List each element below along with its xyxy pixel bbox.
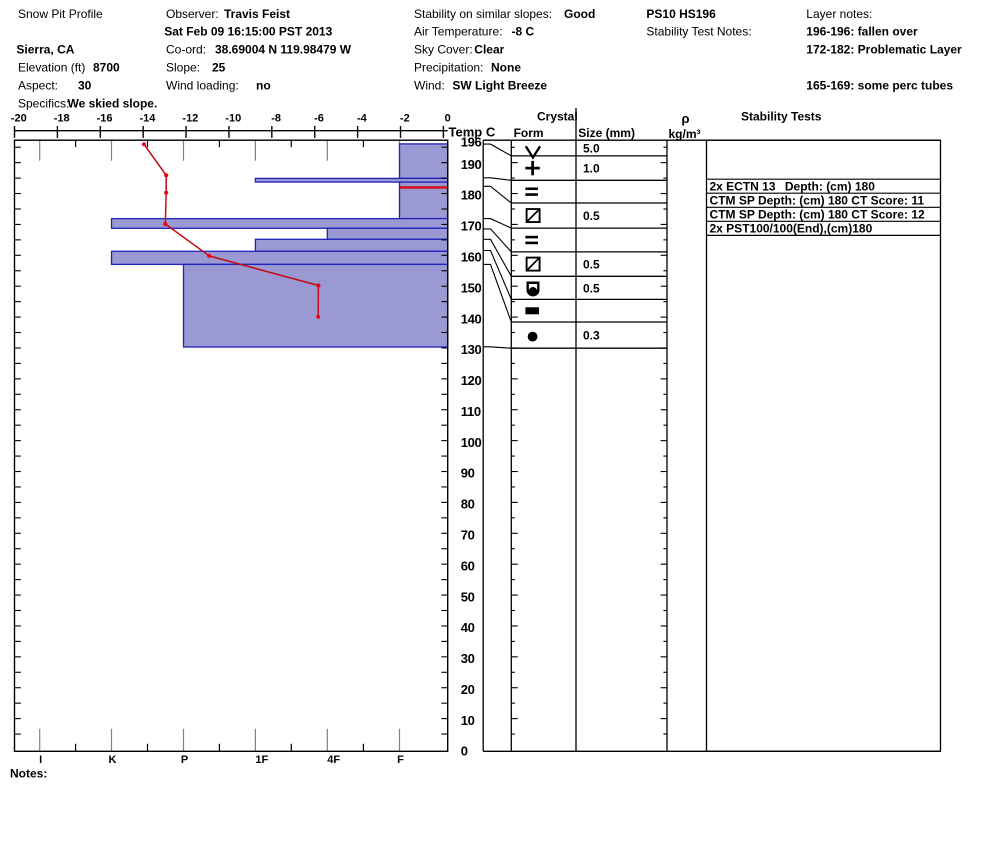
svg-text:-18: -18 (54, 112, 70, 124)
svg-text:8700: 8700 (93, 61, 120, 75)
svg-text:Wind loading:: Wind loading: (166, 79, 239, 93)
svg-text:Stability Tests: Stability Tests (741, 109, 822, 123)
svg-text:30: 30 (461, 651, 475, 666)
svg-text:CTM SP Depth: (cm) 180 CT Scor: CTM SP Depth: (cm) 180 CT Score: 11 (710, 194, 925, 208)
svg-text:172-182: Problematic Layer: 172-182: Problematic Layer (806, 43, 962, 57)
svg-text:Precipitation:: Precipitation: (414, 61, 483, 75)
svg-text:0: 0 (445, 112, 451, 124)
svg-text:Air Temperature:: Air Temperature: (414, 25, 502, 39)
svg-text:PS10 HS196: PS10 HS196 (646, 7, 716, 21)
svg-text:90: 90 (461, 466, 475, 481)
svg-text:Sky Cover:: Sky Cover: (414, 43, 473, 57)
svg-text:0.5: 0.5 (583, 258, 600, 272)
svg-text:no: no (256, 79, 271, 93)
svg-text:Clear: Clear (474, 43, 504, 57)
svg-text:190: 190 (461, 157, 482, 172)
svg-text:-12: -12 (182, 112, 198, 124)
svg-text:130: 130 (461, 342, 482, 357)
svg-text:Aspect:: Aspect: (18, 79, 58, 93)
svg-text:60: 60 (461, 558, 475, 573)
svg-text:Layer notes:: Layer notes: (806, 7, 872, 21)
svg-text:-6: -6 (314, 112, 324, 124)
svg-text:SW Light Breeze: SW Light Breeze (452, 79, 547, 93)
svg-text:170: 170 (461, 219, 482, 234)
svg-text:30: 30 (78, 79, 92, 93)
svg-text:I: I (39, 754, 42, 766)
svg-text:-2: -2 (400, 112, 410, 124)
svg-text:196: 196 (461, 135, 482, 150)
svg-text:Sierra, CA: Sierra, CA (16, 43, 74, 57)
svg-text:20: 20 (461, 682, 475, 697)
svg-text:0: 0 (461, 744, 468, 759)
svg-text:Size (mm): Size (mm) (578, 126, 635, 140)
svg-text:-10: -10 (225, 112, 241, 124)
svg-text:Stability Test Notes:: Stability Test Notes: (646, 25, 751, 39)
svg-text:Wind:: Wind: (414, 79, 445, 93)
svg-text:Co-ord:: Co-ord: (166, 43, 206, 57)
svg-text:K: K (109, 754, 117, 766)
svg-text:-8 C: -8 C (512, 25, 535, 39)
svg-text:Specifics:: Specifics: (18, 97, 69, 111)
svg-text:Crystal: Crystal (537, 109, 578, 123)
svg-text:1F: 1F (255, 754, 268, 766)
svg-text:70: 70 (461, 527, 475, 542)
svg-text:5.0: 5.0 (583, 141, 600, 155)
svg-text:140: 140 (461, 311, 482, 326)
svg-text:ρ: ρ (682, 111, 690, 126)
svg-text:10: 10 (461, 713, 475, 728)
svg-text:Sat Feb 09 16:15:00 PST 2013: Sat Feb 09 16:15:00 PST 2013 (164, 25, 332, 39)
svg-text:110: 110 (461, 404, 481, 419)
svg-text:Snow Pit Profile: Snow Pit Profile (18, 7, 103, 21)
svg-text:Observer:: Observer: (166, 7, 219, 21)
svg-text:1.0: 1.0 (583, 162, 600, 176)
svg-text:80: 80 (461, 497, 475, 512)
svg-text:180: 180 (461, 188, 482, 203)
svg-text:-14: -14 (140, 112, 157, 124)
svg-text:Stability on similar slopes:: Stability on similar slopes: (414, 7, 552, 21)
svg-text:0.5: 0.5 (583, 281, 600, 295)
svg-text:We skied slope.: We skied slope. (68, 97, 158, 111)
svg-text:0.5: 0.5 (583, 209, 600, 223)
svg-text:100: 100 (461, 435, 482, 450)
svg-text:50: 50 (461, 589, 475, 604)
svg-text:Form: Form (514, 126, 544, 140)
svg-text:0.3: 0.3 (583, 329, 600, 343)
svg-text:Travis Feist: Travis Feist (224, 7, 290, 21)
svg-text:-4: -4 (357, 112, 368, 124)
svg-text:2x ECTN 13 Depth: (cm) 180: 2x ECTN 13 Depth: (cm) 180 (710, 180, 876, 194)
svg-text:None: None (491, 61, 521, 75)
svg-text:CTM SP Depth: (cm) 180 CT Scor: CTM SP Depth: (cm) 180 CT Score: 12 (710, 208, 925, 222)
svg-text:Temp C: Temp C (449, 125, 496, 140)
svg-text:196-196: fallen over: 196-196: fallen over (806, 25, 918, 39)
svg-text:Slope:: Slope: (166, 61, 200, 75)
svg-text:160: 160 (461, 250, 482, 265)
svg-text:-8: -8 (271, 112, 281, 124)
svg-text:165-169: some perc tubes: 165-169: some perc tubes (806, 79, 953, 93)
svg-text:Good: Good (564, 7, 595, 21)
svg-text:120: 120 (461, 373, 482, 388)
svg-text:25: 25 (212, 61, 226, 75)
svg-text:40: 40 (461, 620, 475, 635)
svg-text:38.69004 N 119.98479 W: 38.69004 N 119.98479 W (215, 43, 352, 57)
svg-text:2x PST100/100(End),(cm)180: 2x PST100/100(End),(cm)180 (710, 222, 873, 236)
svg-text:4F: 4F (327, 754, 340, 766)
svg-text:F: F (397, 754, 404, 766)
svg-text:-20: -20 (11, 112, 27, 124)
svg-text:Elevation (ft): Elevation (ft) (18, 61, 85, 75)
svg-text:P: P (181, 754, 188, 766)
svg-text:150: 150 (461, 280, 482, 295)
svg-text:Notes:: Notes: (10, 766, 47, 780)
svg-text:kg/m³: kg/m³ (669, 127, 701, 141)
svg-text:-16: -16 (97, 112, 113, 124)
